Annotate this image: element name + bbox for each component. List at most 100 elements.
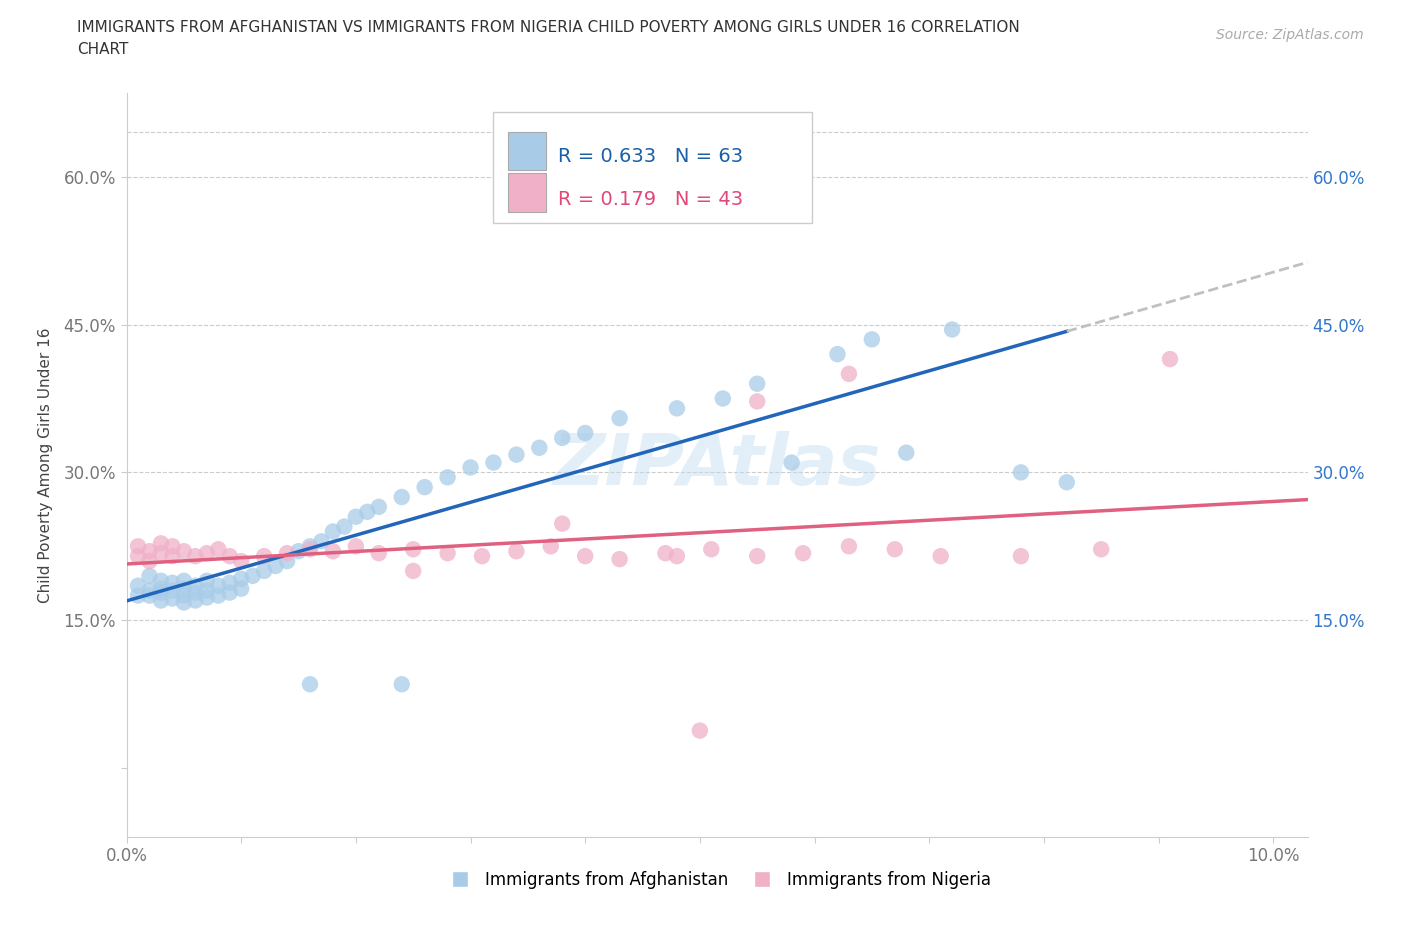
Point	[149, 546, 172, 561]
Text: R = 0.633   N = 63: R = 0.633 N = 63	[558, 147, 742, 166]
Point	[195, 574, 218, 589]
Point	[747, 377, 769, 392]
Point	[344, 510, 367, 525]
Point	[195, 591, 218, 605]
Point	[780, 455, 803, 470]
Point	[207, 588, 229, 603]
Point	[436, 546, 458, 561]
Point	[127, 578, 149, 593]
Point	[253, 549, 276, 564]
Point	[827, 347, 849, 362]
Point	[184, 549, 207, 564]
Point	[173, 581, 195, 596]
Point	[173, 595, 195, 610]
Point	[322, 525, 344, 539]
Point	[860, 332, 883, 347]
Point	[413, 480, 436, 495]
Point	[391, 677, 413, 692]
Point	[838, 366, 860, 381]
Text: IMMIGRANTS FROM AFGHANISTAN VS IMMIGRANTS FROM NIGERIA CHILD POVERTY AMONG GIRLS: IMMIGRANTS FROM AFGHANISTAN VS IMMIGRANT…	[77, 20, 1021, 35]
Point	[460, 460, 482, 475]
Point	[322, 544, 344, 559]
Point	[929, 549, 952, 564]
Point	[207, 542, 229, 557]
Point	[276, 553, 298, 568]
Point	[231, 571, 253, 586]
Point	[184, 585, 207, 600]
Point	[184, 593, 207, 608]
Point	[298, 538, 321, 553]
Point	[253, 564, 276, 578]
Point	[276, 546, 298, 561]
Point	[505, 447, 527, 462]
Point	[344, 538, 367, 553]
Point	[609, 411, 631, 426]
Point	[173, 588, 195, 603]
Point	[402, 564, 425, 578]
Point	[184, 578, 207, 593]
Point	[173, 544, 195, 559]
FancyBboxPatch shape	[508, 173, 546, 212]
Point	[242, 568, 264, 583]
Point	[436, 470, 458, 485]
Point	[551, 431, 574, 445]
Point	[367, 499, 389, 514]
Point	[1056, 475, 1078, 490]
Point	[689, 724, 711, 738]
Point	[391, 489, 413, 504]
Point	[747, 394, 769, 409]
Point	[505, 544, 527, 559]
Point	[482, 455, 505, 470]
Point	[700, 542, 723, 557]
FancyBboxPatch shape	[508, 132, 546, 170]
Point	[127, 538, 149, 553]
Point	[574, 549, 596, 564]
Point	[138, 583, 160, 598]
Point	[127, 549, 149, 564]
Point	[231, 553, 253, 568]
Point	[138, 544, 160, 559]
Point	[402, 542, 425, 557]
Point	[138, 568, 160, 583]
Point	[792, 546, 814, 561]
FancyBboxPatch shape	[492, 112, 811, 223]
Point	[195, 583, 218, 598]
Point	[149, 574, 172, 589]
Point	[941, 322, 963, 337]
Point	[207, 578, 229, 593]
Point	[471, 549, 494, 564]
Point	[1159, 352, 1181, 366]
Y-axis label: Child Poverty Among Girls Under 16: Child Poverty Among Girls Under 16	[38, 327, 52, 603]
Point	[149, 581, 172, 596]
Point	[149, 585, 172, 600]
Point	[711, 391, 734, 405]
Point	[264, 559, 287, 574]
Point	[529, 440, 551, 455]
Point	[356, 504, 378, 519]
Point	[665, 549, 688, 564]
Point	[298, 677, 321, 692]
Point	[162, 591, 184, 606]
Point	[149, 536, 172, 551]
Point	[333, 519, 356, 534]
Point	[1010, 465, 1032, 480]
Point	[218, 576, 240, 591]
Point	[1090, 542, 1112, 557]
Point	[162, 538, 184, 553]
Point	[231, 581, 253, 596]
Point	[1010, 549, 1032, 564]
Point	[138, 588, 160, 603]
Point	[127, 588, 149, 603]
Point	[173, 574, 195, 589]
Text: CHART: CHART	[77, 42, 129, 57]
Text: ZIPAtlas: ZIPAtlas	[553, 431, 882, 499]
Point	[665, 401, 688, 416]
Point	[643, 189, 665, 204]
Text: Source: ZipAtlas.com: Source: ZipAtlas.com	[1216, 28, 1364, 42]
Point	[162, 583, 184, 598]
Point	[218, 549, 240, 564]
Point	[311, 534, 333, 549]
Point	[540, 538, 562, 553]
Point	[138, 553, 160, 568]
Point	[287, 544, 309, 559]
